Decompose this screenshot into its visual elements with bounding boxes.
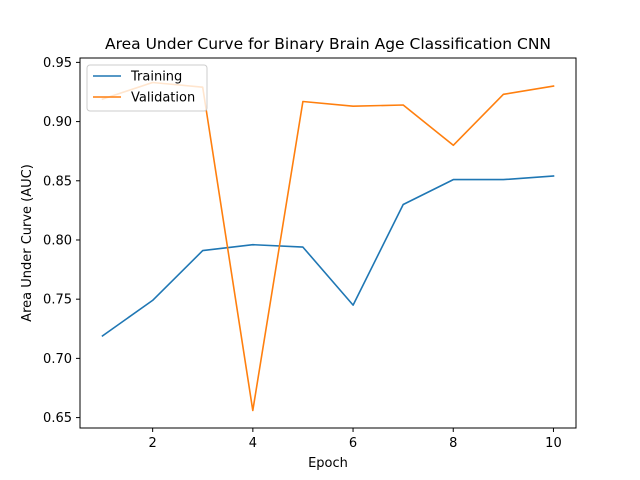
y-tick-label: 0.95 <box>43 56 72 71</box>
legend-label-validation: Validation <box>131 91 195 106</box>
y-tick-label: 0.75 <box>43 293 72 308</box>
y-tick-label: 0.70 <box>43 352 72 367</box>
series-line-training <box>101 175 555 338</box>
legend: Training Validation <box>86 64 208 112</box>
y-tick-label: 0.80 <box>43 233 72 248</box>
y-tick-label: 0.85 <box>43 174 72 189</box>
x-tick-label: 8 <box>449 436 457 451</box>
x-tick-label: 4 <box>249 436 257 451</box>
y-tick-label: 0.65 <box>43 411 72 426</box>
plot-area-frame <box>79 57 577 429</box>
chart-title: Area Under Curve for Binary Brain Age Cl… <box>105 35 551 53</box>
x-tick-label: 6 <box>349 436 357 451</box>
y-axis-label: Area Under Curve (AUC) <box>20 164 35 322</box>
y-axis: 0.65 0.70 0.75 0.80 0.85 0.90 0.95 <box>43 56 80 426</box>
x-tick-label: 2 <box>149 436 157 451</box>
y-tick-label: 0.90 <box>43 115 72 130</box>
legend-label-training: Training <box>130 70 182 85</box>
x-tick-label: 10 <box>545 436 562 451</box>
x-axis: 2 4 6 8 10 <box>149 428 562 451</box>
x-axis-label: Epoch <box>308 456 348 471</box>
